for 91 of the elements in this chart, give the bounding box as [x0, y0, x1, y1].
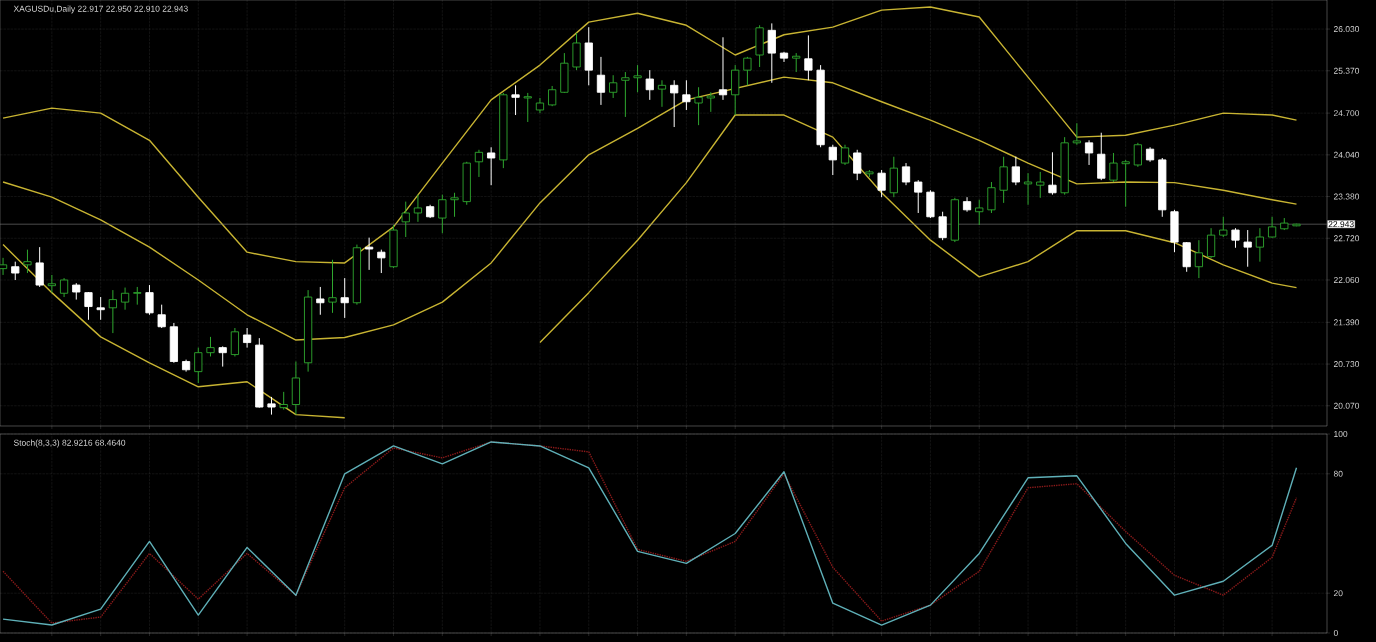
y-tick-label: 80 [1333, 470, 1343, 477]
candlestick [792, 52, 801, 73]
candlestick [487, 146, 496, 186]
y-tick-label: 22.720 [1333, 235, 1360, 242]
candlestick [621, 71, 630, 118]
candlestick [743, 56, 752, 86]
candlestick [853, 149, 862, 181]
candlestick [377, 249, 386, 274]
candlestick [401, 201, 410, 238]
y-tick-label: 100 [1334, 431, 1348, 437]
candlestick [938, 211, 947, 241]
candlestick [438, 194, 447, 234]
candlestick [450, 192, 459, 218]
candlestick [1109, 152, 1118, 183]
candlestick [1036, 171, 1045, 199]
candlestick [230, 327, 239, 357]
y-tick-label: 20 [1333, 590, 1343, 597]
candlestick [975, 199, 984, 226]
candlestick [670, 79, 679, 128]
ref-line-label: 22.943 [1328, 221, 1354, 228]
y-tick-label: 21.390 [1333, 319, 1360, 326]
candlestick [340, 277, 349, 319]
candlestick [96, 296, 105, 321]
candlestick [767, 22, 776, 84]
candlestick [682, 79, 691, 111]
candlestick [145, 284, 154, 316]
candlestick [877, 169, 886, 198]
y-tick-label: 24.040 [1333, 151, 1360, 158]
y-tick-label: 25.370 [1333, 67, 1360, 74]
candlestick [596, 56, 606, 106]
y-tick-label: 22.060 [1333, 277, 1360, 283]
candlestick [828, 144, 837, 176]
candlestick [316, 286, 325, 316]
candlestick [645, 69, 654, 101]
y-tick-label: 0 [1333, 630, 1338, 636]
candlestick [901, 162, 911, 186]
candlestick [1206, 227, 1216, 259]
candlestick [718, 36, 728, 101]
candlestick [1219, 216, 1228, 238]
candlestick [1023, 172, 1033, 206]
candlestick [413, 194, 423, 223]
candlestick [1072, 122, 1081, 146]
candlestick [242, 327, 252, 349]
candlestick [84, 291, 93, 321]
candlestick [609, 74, 618, 99]
candlestick [1267, 216, 1277, 239]
candlestick [47, 274, 56, 294]
y-tick-label: 26.030 [1333, 26, 1360, 33]
line-series [2, 243, 346, 419]
candlestick [1011, 156, 1020, 186]
candlestick [1133, 142, 1142, 168]
candlestick [328, 259, 337, 314]
line-series [539, 114, 1298, 344]
candlestick [999, 156, 1008, 204]
candlestick [206, 336, 215, 357]
candlestick [1231, 227, 1240, 249]
y-tick-label: 23.380 [1333, 193, 1360, 200]
candlestick [1243, 229, 1252, 268]
candlestick [840, 144, 850, 166]
candlestick [11, 261, 20, 281]
candlestick [157, 304, 166, 329]
candlestick [987, 181, 996, 214]
candlestick [804, 34, 813, 81]
candlestick [218, 345, 227, 368]
text: XAGUSDu,Daily 22.917 22.950 22.910 22.943 [13, 5, 188, 14]
candlestick [1084, 139, 1094, 166]
candlestick [706, 91, 715, 113]
candlestick [59, 277, 69, 298]
y-tick-label: 24.700 [1333, 110, 1360, 117]
candlestick [694, 86, 703, 126]
candlestick [914, 179, 923, 214]
candlestick [1121, 159, 1130, 208]
candlestick [108, 289, 117, 334]
y-tick-label: 20.070 [1333, 402, 1360, 409]
candlestick [365, 237, 374, 271]
candlestick [1048, 151, 1057, 196]
line-series [2, 6, 1298, 264]
candlestick [120, 287, 130, 311]
candlestick [523, 92, 532, 123]
candlestick [23, 249, 32, 274]
candlestick [657, 79, 667, 108]
candlestick [194, 347, 203, 384]
candlestick [1194, 239, 1203, 279]
candlestick [474, 149, 484, 178]
y-tick-label: 20.730 [1333, 361, 1360, 368]
text: Stoch(8,3,3) 82.9216 68.4640 [13, 439, 126, 448]
candlestick [511, 84, 520, 116]
candlestick [1255, 227, 1264, 263]
candlestick [35, 246, 44, 288]
candlestick [633, 64, 642, 93]
line-series [2, 76, 1298, 341]
